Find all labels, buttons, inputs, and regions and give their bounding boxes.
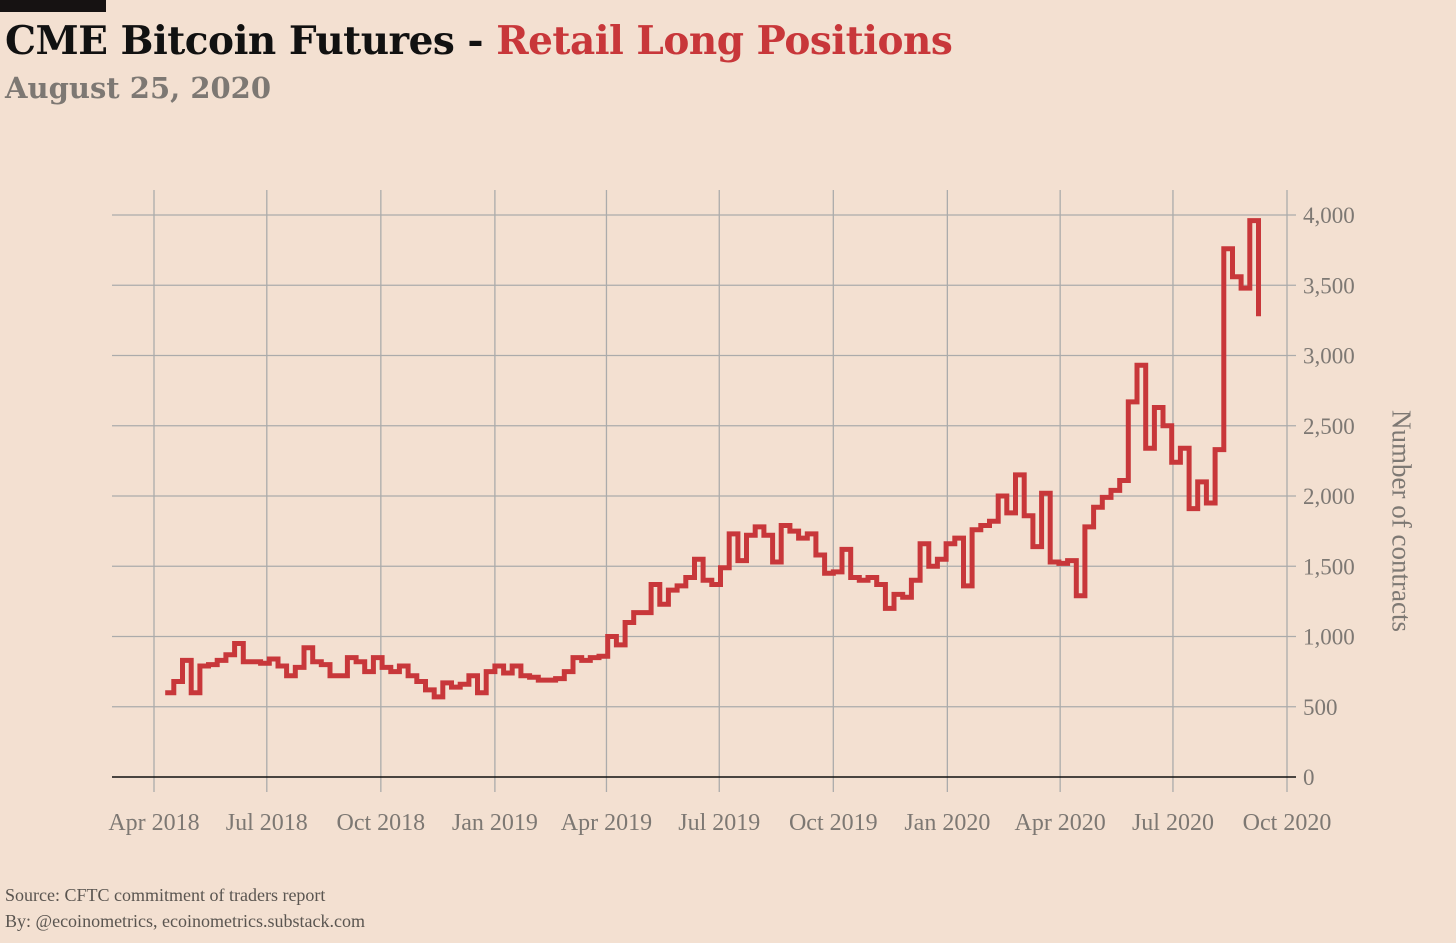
x-tick-label: Apr 2018 xyxy=(108,810,199,836)
x-axis: Apr 2018 Jul 2018 Oct 2018 Jan 2019 Apr 2019… xyxy=(108,810,1331,836)
y-tick-label: 2,500 xyxy=(1303,414,1355,439)
x-tick-label: Apr 2019 xyxy=(561,810,652,836)
y-tick-label: 3,500 xyxy=(1303,273,1355,298)
y-tick-label: 2,000 xyxy=(1303,484,1355,509)
x-tick-label: Oct 2018 xyxy=(337,810,426,836)
title-accent: Retail Long Positions xyxy=(496,18,953,64)
x-tick-label: Jan 2019 xyxy=(452,810,538,836)
y-tick-label: 1,500 xyxy=(1303,554,1355,579)
x-tick-label: Oct 2020 xyxy=(1243,810,1332,836)
x-tick-label: Jul 2019 xyxy=(678,810,760,836)
top-accent-bar xyxy=(0,0,106,12)
y-axis-label: Number of contracts xyxy=(1386,410,1417,632)
y-tick-label: 4,000 xyxy=(1303,203,1355,228)
x-tick-label: Jul 2020 xyxy=(1132,810,1214,836)
x-tick-label: Apr 2020 xyxy=(1014,810,1105,836)
title-main: CME Bitcoin Futures - xyxy=(5,18,497,64)
chart-subtitle: August 25, 2020 xyxy=(5,71,272,105)
series-line xyxy=(165,218,1261,700)
chart-title: CME Bitcoin Futures - Retail Long Positi… xyxy=(5,18,953,64)
grid-lines xyxy=(112,190,1296,792)
y-tick-label: 1,000 xyxy=(1303,625,1355,650)
x-tick-label: Jul 2018 xyxy=(226,810,308,836)
y-axis: 0 500 1,000 1,500 2,000 2,500 3,000 3,500 4,000 xyxy=(1303,203,1355,790)
source-note: Source: CFTC commitment of traders repor… xyxy=(5,885,326,905)
byline: By: @ecoinometrics, ecoinometrics.substa… xyxy=(5,911,365,931)
y-tick-label: 3,000 xyxy=(1303,344,1355,369)
y-tick-label: 0 xyxy=(1303,765,1315,790)
y-tick-label: 500 xyxy=(1303,695,1338,720)
x-tick-label: Jan 2020 xyxy=(904,810,990,836)
x-tick-label: Oct 2019 xyxy=(789,810,878,836)
